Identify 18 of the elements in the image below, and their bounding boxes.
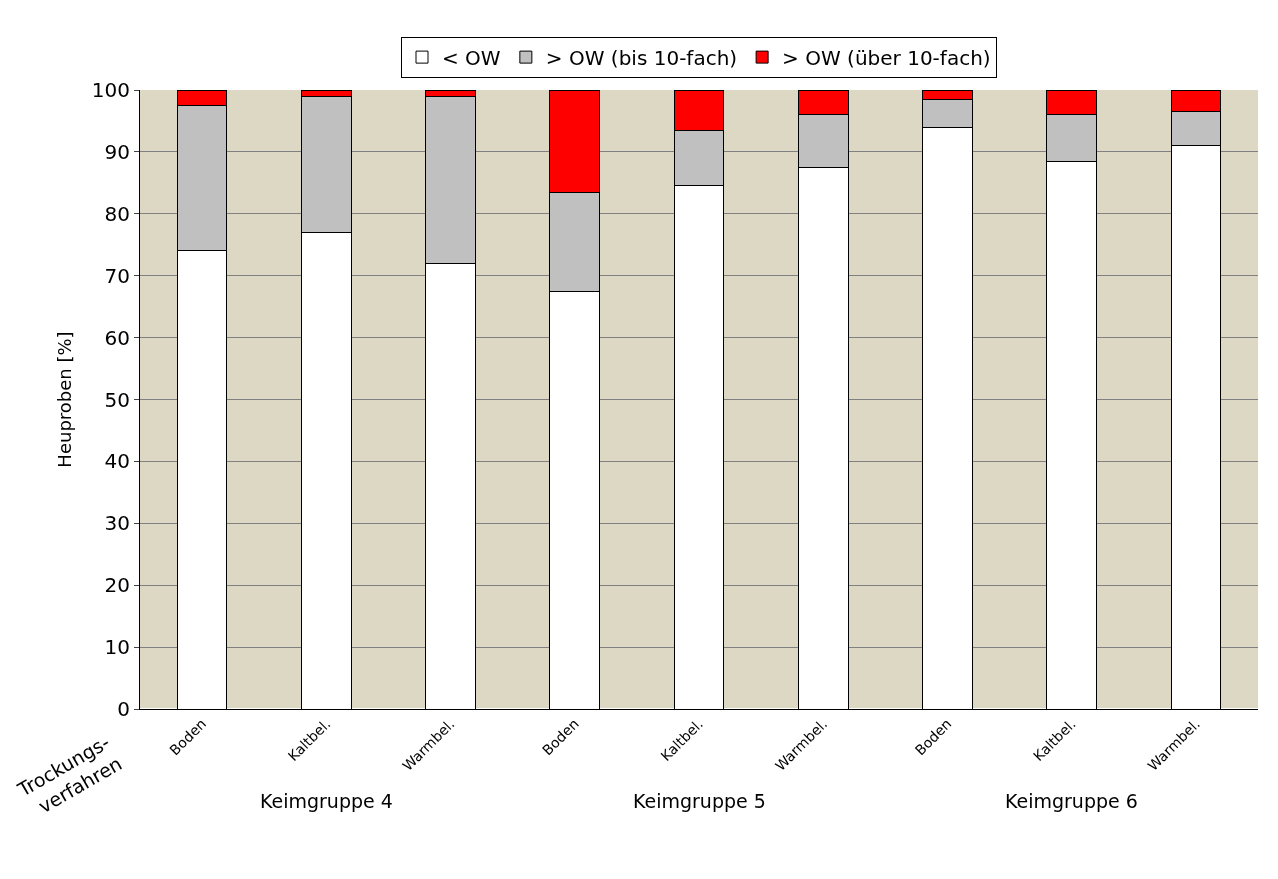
y-tick-label: 40	[104, 449, 130, 474]
y-axis-title: Heuproben [%]	[54, 331, 76, 468]
text: Keimgruppe 4	[260, 790, 393, 812]
y-tick-label: 10	[104, 635, 130, 660]
text: Keimgruppe 6	[1005, 790, 1138, 812]
y-tick-label: 100	[91, 78, 130, 102]
legend-label: > OW (über 10-fach)	[782, 45, 991, 70]
legend-label: < OW	[442, 45, 501, 70]
y-tick-label: 80	[104, 201, 130, 226]
legend-label: > OW (bis 10-fach)	[545, 45, 738, 70]
text: Keimgruppe 5	[633, 790, 766, 812]
y-tick-label: 70	[104, 263, 130, 288]
y-tick-label: 30	[104, 511, 130, 536]
y-tick-label: 90	[104, 139, 130, 164]
y-tick-label: 50	[104, 387, 130, 412]
y-tick-label: 60	[104, 325, 130, 350]
y-tick-label: 20	[104, 573, 130, 598]
y-tick-label: 0	[117, 697, 130, 721]
